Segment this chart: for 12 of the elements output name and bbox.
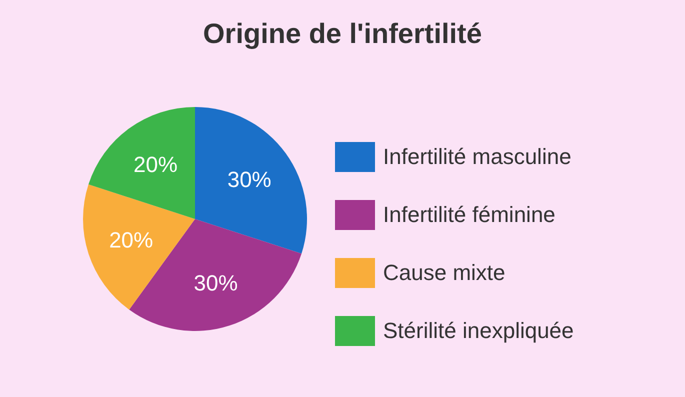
legend-label: Stérilité inexpliquée	[383, 318, 574, 344]
pie-slice	[195, 107, 307, 254]
pie-slice	[83, 184, 195, 310]
data-label: 30%	[194, 270, 238, 296]
legend-label: Infertilité féminine	[383, 202, 556, 228]
chart-title: Origine de l'infertilité	[202, 18, 483, 50]
data-label: 30%	[227, 167, 272, 192]
data-label: 20%	[133, 152, 178, 178]
legend-label: Infertilité masculine	[383, 144, 572, 170]
legend-label: Cause mixte	[383, 260, 506, 286]
pie-slice	[88, 107, 195, 219]
data-label: 20%	[109, 227, 154, 252]
